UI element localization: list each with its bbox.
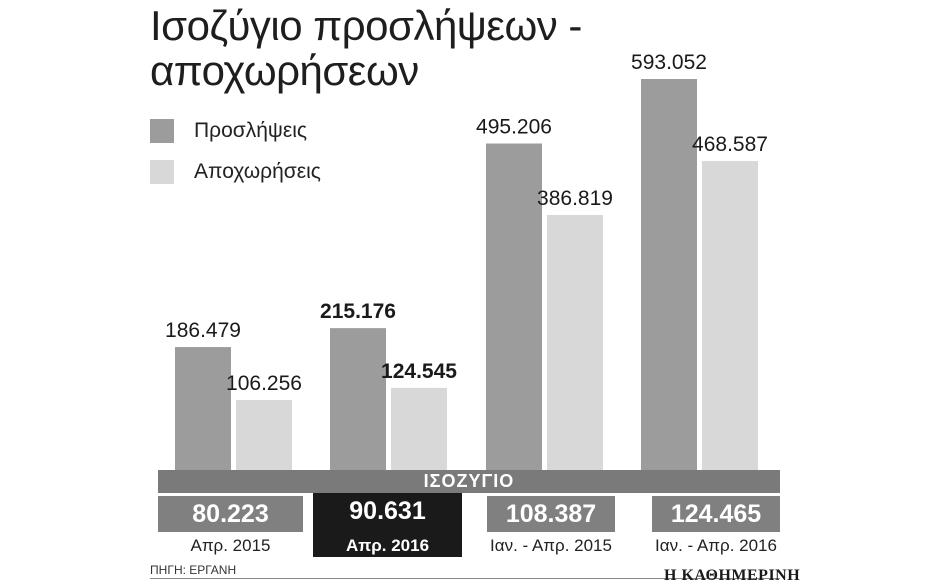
bar-hires-1	[330, 328, 386, 470]
data-label-exits-1: 124.545	[381, 360, 457, 383]
footer-divider	[150, 578, 780, 579]
data-label-hires-2: 495.206	[476, 116, 552, 139]
data-label-exits-0: 106.256	[226, 372, 302, 395]
balance-box-0: 80.223	[158, 496, 303, 532]
publisher-logo: Η ΚΑΘΗΜΕΡΙΝΗ	[664, 567, 801, 584]
balance-value: 90.631	[349, 497, 426, 525]
period-label: Απρ. 2016	[345, 536, 430, 555]
bar-exits-1	[391, 387, 447, 470]
data-label-hires-0: 186.479	[165, 319, 241, 342]
data-label-hires-1: 215.176	[320, 300, 396, 323]
period-label: Ιαν. - Απρ. 2015	[490, 536, 612, 555]
bar-exits-3	[702, 161, 758, 471]
legend-swatch-exits	[150, 160, 174, 184]
balance-value: 108.387	[505, 500, 597, 528]
balance-box-2: 108.387	[487, 496, 615, 532]
data-label-exits-2: 386.819	[537, 187, 613, 210]
balance-box-3: 124.465	[652, 496, 780, 532]
legend-label-exits: Αποχωρήσεις	[194, 160, 321, 183]
balance-value: 80.223	[192, 500, 269, 528]
bar-hires-2	[486, 143, 542, 470]
bar-hires-3	[641, 79, 697, 470]
data-label-hires-3: 593.052	[631, 51, 707, 74]
balance-box-1: 90.631	[313, 493, 462, 557]
period-label: Ιαν. - Απρ. 2016	[655, 536, 777, 555]
legend-swatch-hires	[150, 119, 174, 143]
source-note: ΠΗΓΗ: ΕΡΓΑΝΗ	[150, 563, 237, 577]
data-label-exits-3: 468.587	[692, 133, 768, 156]
title-line-2: αποχωρήσεων	[150, 47, 419, 94]
balance-label: ΙΣΟΖΥΓΙΟ	[423, 471, 515, 491]
title-line-1: Ισοζύγιο προσλήψεων -	[150, 2, 582, 49]
balance-value: 124.465	[670, 500, 762, 528]
legend-label-hires: Προσλήψεις	[194, 119, 308, 142]
balance-strip: ΙΣΟΖΥΓΙΟ	[158, 470, 780, 493]
bar-hires-0	[175, 347, 231, 470]
bar-exits-2	[547, 214, 603, 470]
bar-exits-0	[236, 399, 292, 470]
period-label: Απρ. 2015	[190, 536, 271, 555]
